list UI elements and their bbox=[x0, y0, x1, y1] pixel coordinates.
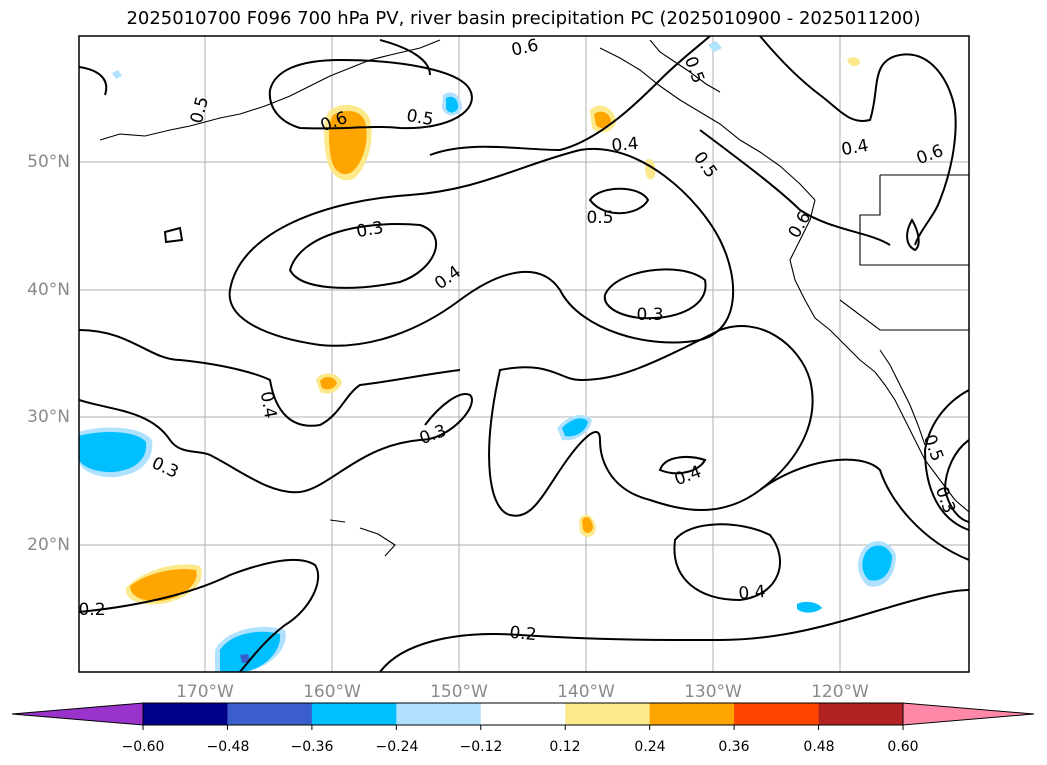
plot-background bbox=[79, 36, 969, 672]
colorbar-swatch bbox=[480, 703, 566, 725]
lat-tick-label: 30°N bbox=[27, 407, 70, 427]
lat-tick-label: 40°N bbox=[27, 280, 70, 300]
contour-label: 0.3 bbox=[355, 218, 385, 242]
precip-positive-hawaii-east-core bbox=[582, 517, 593, 533]
colorbar: −0.60 −0.48 −0.36 −0.24 −0.12 0.12 0.24 … bbox=[11, 702, 1035, 755]
colorbar-tick-label: 0.60 bbox=[887, 739, 918, 755]
contour-label: 0.4 bbox=[738, 582, 767, 604]
colorbar-outline bbox=[11, 702, 1035, 726]
colorbar-swatch bbox=[143, 703, 228, 725]
colorbar-tick-label: −0.36 bbox=[291, 739, 334, 755]
precip-positive-mid-core bbox=[320, 377, 337, 390]
lon-tick-label: 160°W bbox=[303, 682, 361, 702]
colorbar-swatch bbox=[311, 703, 397, 725]
precip-negative-mexico-core bbox=[862, 545, 892, 581]
colorbar-tick-label: 0.12 bbox=[549, 739, 580, 755]
contour-label: 0.4 bbox=[256, 390, 280, 420]
contour-label: 0.5 bbox=[586, 208, 613, 228]
contour-label: 0.2 bbox=[78, 600, 105, 620]
contour-label: 0.5 bbox=[405, 106, 435, 130]
lon-tick-label: 130°W bbox=[684, 682, 742, 702]
coastlines bbox=[99, 39, 969, 557]
colorbar-swatch bbox=[396, 703, 482, 725]
colorbar-tick-label: −0.12 bbox=[460, 739, 503, 755]
pv-contours bbox=[79, 36, 969, 672]
contour-label: 0.4 bbox=[611, 134, 640, 156]
lat-tick-labels: 50°N 40°N 30°N 20°N bbox=[27, 152, 70, 555]
colorbar-tick-label: −0.24 bbox=[376, 739, 419, 755]
precip-positive-small-5 bbox=[847, 57, 860, 67]
contour-label: 0.4 bbox=[840, 136, 870, 160]
precip-negative-small-4 bbox=[112, 70, 122, 79]
colorbar-ticks bbox=[142, 725, 904, 730]
lat-tick-label: 20°N bbox=[27, 535, 70, 555]
lat-tick-label: 50°N bbox=[27, 152, 70, 172]
precip-positive-gulf-core bbox=[594, 111, 611, 129]
lon-tick-label: 120°W bbox=[811, 682, 869, 702]
colorbar-swatch bbox=[649, 703, 735, 725]
lon-tick-label: 140°W bbox=[557, 682, 615, 702]
colorbar-extend-max bbox=[903, 703, 1034, 725]
colorbar-tick-label: 0.48 bbox=[803, 739, 834, 755]
contour-label: 0.3 bbox=[636, 305, 663, 325]
graticule bbox=[79, 36, 969, 672]
precip-negative-small-3 bbox=[708, 41, 722, 52]
lon-tick-label: 150°W bbox=[430, 682, 488, 702]
precip-negative-west-core bbox=[79, 432, 147, 473]
colorbar-swatches bbox=[12, 703, 1034, 725]
colorbar-tick-label: −0.48 bbox=[207, 739, 250, 755]
precip-negative-small-2 bbox=[797, 601, 822, 613]
contour-label: 0.2 bbox=[509, 623, 538, 645]
plot-frame bbox=[78, 35, 970, 673]
colorbar-swatch bbox=[227, 703, 313, 725]
colorbar-extend-min bbox=[12, 703, 143, 725]
colorbar-tick-label: 0.36 bbox=[718, 739, 749, 755]
map-panel: 0.6 0.5 0.6 0.5 0.5 0.4 0.5 0.4 0.6 0.5 … bbox=[27, 35, 970, 702]
lon-tick-label: 170°W bbox=[176, 682, 234, 702]
colorbar-swatch bbox=[565, 703, 651, 725]
colorbar-tick-label: −0.60 bbox=[122, 739, 165, 755]
colorbar-tick-labels: −0.60 −0.48 −0.36 −0.24 −0.12 0.12 0.24 … bbox=[122, 739, 919, 755]
precip-negative-gulf-core bbox=[446, 96, 459, 113]
colorbar-swatch bbox=[818, 703, 904, 725]
colorbar-tick-label: 0.24 bbox=[634, 739, 665, 755]
precip-shading bbox=[79, 41, 896, 672]
map-title: 2025010700 F096 700 hPa PV, river basin … bbox=[126, 8, 921, 29]
lon-tick-labels: 170°W 160°W 150°W 140°W 130°W 120°W bbox=[176, 682, 869, 702]
colorbar-swatch bbox=[734, 703, 820, 725]
precip-negative-southwest-dot bbox=[240, 654, 250, 663]
precip-negative-mid-core bbox=[562, 418, 588, 437]
